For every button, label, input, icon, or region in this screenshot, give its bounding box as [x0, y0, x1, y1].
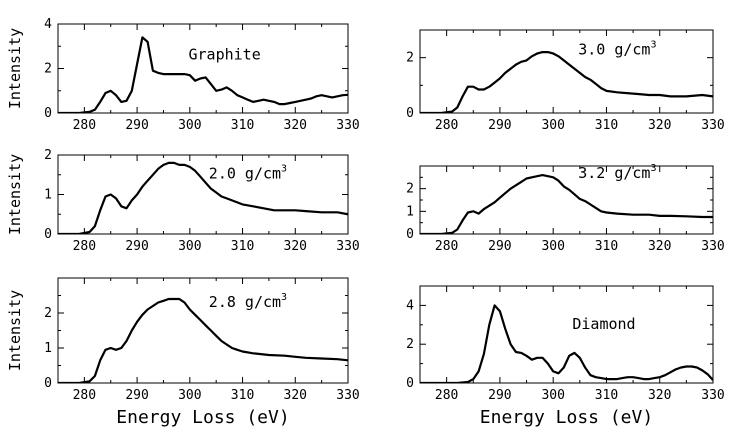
series-line [58, 297, 348, 383]
x-tick-label: 320 [284, 388, 307, 403]
y-tick-label: 4 [406, 298, 414, 313]
panel-label: 2.8 g/cm3 [209, 292, 287, 311]
plot-frame [57, 277, 349, 384]
plot-frame [419, 29, 714, 114]
y-tick-label: 0 [406, 376, 414, 391]
panel-label-text: 2.0 g/cm [209, 164, 281, 182]
panel-label-text: 2.8 g/cm [209, 293, 281, 311]
x-tick-label: 310 [595, 118, 618, 133]
x-tick-label: 320 [284, 118, 307, 133]
x-tick-label: 290 [488, 118, 511, 133]
chart-panel-3: 280 290 300 310 320 330 0 1 2 2.0 g/cm3 Intensity [6, 148, 360, 254]
x-tick-label: 290 [125, 388, 148, 403]
y-tick-label: 1 [406, 204, 414, 219]
x-tick-label: 280 [73, 239, 96, 254]
series-line [58, 36, 348, 113]
x-tick-label: 330 [701, 388, 724, 403]
panel-label-superscript: 3 [650, 163, 656, 174]
x-tick-label: 330 [336, 239, 359, 254]
series-line [420, 51, 713, 113]
x-tick-label: 320 [648, 118, 671, 133]
x-tick-label: 330 [701, 118, 724, 133]
x-tick-label: 290 [125, 239, 148, 254]
chart-panel-2: 280 290 300 310 320 330 0 2 3.0 g/cm3 [406, 29, 725, 133]
y-tick-label: 0 [44, 106, 52, 121]
series-line [420, 174, 713, 234]
panel-label: 2.0 g/cm3 [209, 163, 287, 182]
x-tick-label: 300 [178, 118, 201, 133]
panel-label-text: 3.0 g/cm [578, 40, 650, 58]
x-tick-label: 310 [231, 118, 254, 133]
y-tick-label: 2 [406, 337, 414, 352]
x-tick-label: 330 [336, 118, 359, 133]
plot-frame [57, 154, 349, 235]
plot-frame [419, 285, 714, 384]
panel-label: Diamond [572, 315, 635, 333]
y-tick-label: 2 [44, 148, 52, 163]
x-axis-label: Energy Loss (eV) [116, 407, 289, 428]
x-tick-label: 300 [541, 118, 564, 133]
chart-panel-5: 280 290 300 310 320 330 0 1 2 2.8 g/cm3 Intensity E… [6, 277, 360, 428]
x-axis-label: Energy Loss (eV) [480, 407, 653, 428]
panel-label: Graphite [189, 45, 261, 63]
y-tick-label: 0 [406, 227, 414, 242]
y-tick-label: 1 [44, 188, 52, 203]
x-tick-label: 300 [541, 388, 564, 403]
chart-panel-1: 280 290 300 310 320 330 0 2 4 Graphite Intensity [6, 17, 360, 133]
x-tick-label: 280 [73, 118, 96, 133]
x-tick-label: 280 [73, 388, 96, 403]
y-tick-label: 1 [44, 341, 52, 356]
x-tick-label: 290 [125, 118, 148, 133]
x-tick-label: 290 [488, 239, 511, 254]
x-tick-label: 280 [435, 118, 458, 133]
x-tick-label: 300 [178, 388, 201, 403]
x-tick-label: 300 [541, 239, 564, 254]
x-tick-label: 310 [231, 239, 254, 254]
panel-label-text: 3.2 g/cm [578, 164, 650, 182]
x-tick-label: 310 [231, 388, 254, 403]
y-tick-label: 2 [44, 306, 52, 321]
y-tick-label: 2 [406, 51, 414, 66]
panel-label-text: Diamond [572, 315, 635, 333]
y-tick-label: 2 [406, 182, 414, 197]
x-tick-label: 280 [435, 239, 458, 254]
chart-panel-4: 280 290 300 310 320 330 0 1 2 3.2 g/cm3 [406, 163, 725, 254]
y-axis-label: Intensity [6, 28, 24, 109]
y-tick-label: 4 [44, 17, 52, 32]
x-tick-label: 330 [336, 388, 359, 403]
x-tick-label: 280 [435, 388, 458, 403]
series-line [58, 161, 348, 234]
x-tick-label: 290 [488, 388, 511, 403]
x-tick-label: 330 [701, 239, 724, 254]
y-axis-label: Intensity [6, 154, 24, 235]
panel-label-superscript: 3 [650, 39, 656, 50]
panel-label: 3.2 g/cm3 [578, 163, 656, 182]
x-tick-label: 300 [178, 239, 201, 254]
x-tick-label: 320 [648, 239, 671, 254]
panel-label-superscript: 3 [281, 292, 287, 303]
y-axis-label: Intensity [6, 290, 24, 371]
y-tick-label: 0 [406, 106, 414, 121]
y-tick-label: 0 [44, 227, 52, 242]
y-tick-label: 0 [44, 376, 52, 391]
plot-frame [419, 165, 714, 235]
x-tick-label: 320 [648, 388, 671, 403]
panel-label-text: Graphite [189, 45, 261, 63]
y-tick-label: 2 [44, 62, 52, 77]
chart-panel-6: 280 290 300 310 320 330 0 2 4 Diamond Energy Loss … [406, 285, 725, 428]
series-line [420, 304, 713, 383]
x-tick-label: 310 [595, 239, 618, 254]
x-tick-label: 310 [595, 388, 618, 403]
panel-label: 3.0 g/cm3 [578, 39, 656, 58]
x-tick-label: 320 [284, 239, 307, 254]
panel-label-superscript: 3 [281, 163, 287, 174]
